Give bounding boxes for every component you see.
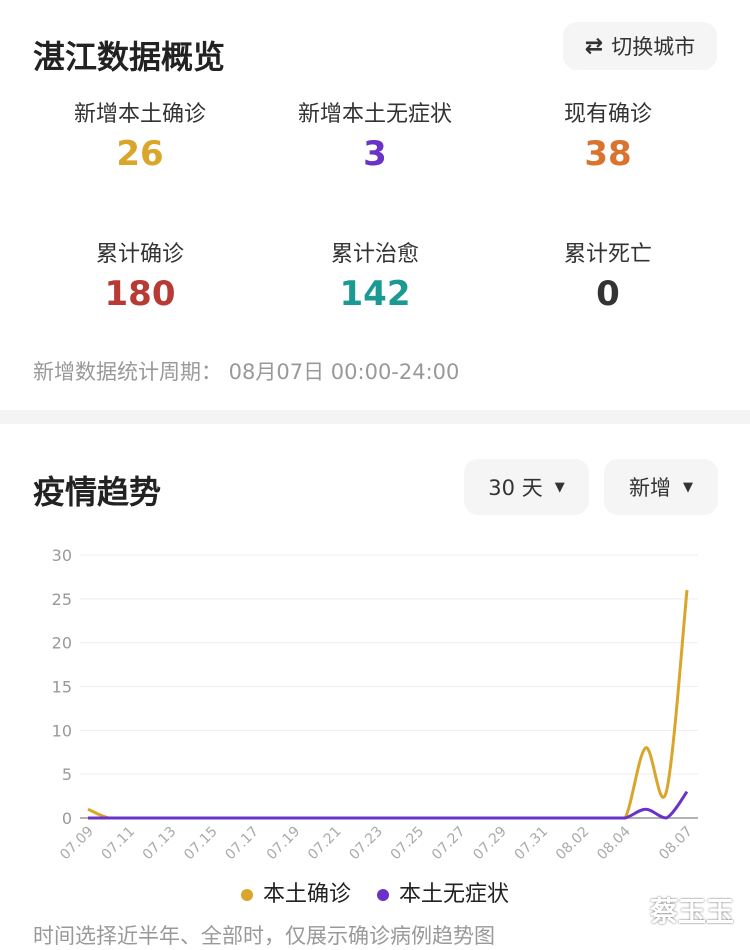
x-tick-label: 07.17 bbox=[222, 824, 262, 864]
y-tick-label: 0 bbox=[62, 809, 72, 828]
stat-value: 142 bbox=[339, 274, 411, 314]
x-tick-label: 08.07 bbox=[656, 824, 696, 864]
legend-item-asymptomatic[interactable]: 本土无症状 bbox=[377, 876, 509, 908]
x-tick-label: 08.02 bbox=[553, 824, 593, 864]
stat-label: 现有确诊 bbox=[563, 102, 652, 127]
x-tick-label: 07.23 bbox=[346, 824, 386, 864]
y-tick-label: 20 bbox=[52, 634, 72, 653]
legend-item-confirmed[interactable]: 本土确诊 bbox=[240, 876, 351, 908]
y-tick-label: 5 bbox=[62, 765, 72, 784]
stat-value: 0 bbox=[596, 274, 620, 314]
legend-label: 本土确诊 bbox=[262, 882, 351, 907]
x-tick-label: 07.19 bbox=[264, 824, 304, 864]
stat-value: 180 bbox=[104, 274, 176, 314]
x-tick-label: 08.04 bbox=[594, 823, 634, 863]
legend-dot-icon bbox=[377, 889, 389, 901]
stat-label: 累计确诊 bbox=[95, 242, 184, 267]
trend-title: 疫情趋势 bbox=[33, 473, 162, 511]
stat-item: 累计死亡 0 bbox=[483, 236, 733, 314]
switch-city-label: 切换城市 bbox=[611, 35, 696, 59]
stat-item: 累计确诊 180 bbox=[15, 236, 265, 314]
stat-label: 新增本土无症状 bbox=[297, 102, 452, 127]
x-tick-label: 07.31 bbox=[512, 824, 552, 864]
caret-down-icon: ▼ bbox=[683, 479, 693, 495]
series-line-0 bbox=[87, 589, 689, 820]
stat-value: 26 bbox=[116, 134, 164, 174]
series-line-1 bbox=[88, 790, 689, 820]
x-tick-label: 07.11 bbox=[98, 824, 138, 864]
x-tick-label: 07.29 bbox=[470, 824, 510, 864]
stat-item: 现有确诊 38 bbox=[483, 96, 733, 174]
legend-dot-icon bbox=[240, 889, 253, 901]
stat-value: 38 bbox=[584, 134, 632, 174]
y-tick-label: 25 bbox=[52, 590, 72, 609]
stat-label: 新增本土确诊 bbox=[73, 102, 206, 127]
stat-label: 累计死亡 bbox=[563, 242, 652, 267]
stat-item: 累计治愈 142 bbox=[250, 236, 500, 314]
chart-legend: 本土确诊 本土无症状 bbox=[0, 876, 750, 908]
x-tick-label: 07.15 bbox=[181, 824, 221, 864]
stat-period: 新增数据统计周期： 08月07日 00:00-24:00 bbox=[33, 360, 460, 384]
trend-note: 时间选择近半年、全部时，仅展示确诊病例趋势图 bbox=[33, 924, 495, 948]
y-tick-label: 30 bbox=[52, 546, 72, 565]
switch-city-button[interactable]: ⇄ 切换城市 bbox=[563, 22, 717, 70]
type-select-value: 新增 bbox=[629, 476, 671, 500]
y-tick-label: 10 bbox=[52, 721, 72, 740]
x-tick-label: 07.25 bbox=[388, 824, 428, 864]
stat-label: 累计治愈 bbox=[330, 242, 419, 267]
stat-item: 新增本土无症状 3 bbox=[250, 96, 500, 174]
section-divider bbox=[0, 410, 750, 424]
legend-label: 本土无症状 bbox=[399, 882, 510, 907]
stat-item: 新增本土确诊 26 bbox=[15, 96, 265, 174]
x-tick-label: 07.13 bbox=[140, 824, 180, 864]
x-tick-label: 07.09 bbox=[57, 824, 97, 864]
watermark: 蔡玉玉 bbox=[649, 895, 734, 928]
range-select-value: 30 天 bbox=[488, 476, 543, 500]
caret-down-icon: ▼ bbox=[554, 479, 565, 495]
x-tick-label: 07.21 bbox=[305, 824, 345, 864]
swap-arrows-icon: ⇄ bbox=[584, 33, 604, 59]
y-tick-label: 15 bbox=[52, 678, 72, 697]
overview-title: 湛江数据概览 bbox=[33, 38, 226, 76]
stat-value: 3 bbox=[363, 134, 387, 174]
type-select[interactable]: 新增 ▼ bbox=[604, 459, 718, 515]
range-select[interactable]: 30 天 ▼ bbox=[464, 459, 589, 515]
x-tick-label: 07.27 bbox=[429, 824, 469, 864]
